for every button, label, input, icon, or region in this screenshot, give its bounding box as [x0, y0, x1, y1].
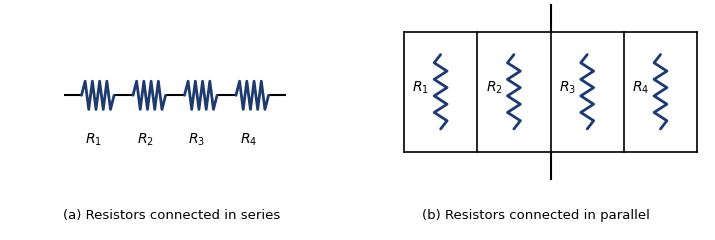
Text: $R_1$: $R_1$ [85, 132, 102, 148]
Text: (b) Resistors connected in parallel: (b) Resistors connected in parallel [423, 209, 650, 222]
Text: $R_3$: $R_3$ [188, 132, 205, 148]
Text: (a) Resistors connected in series: (a) Resistors connected in series [63, 209, 280, 222]
Text: $R_2$: $R_2$ [485, 80, 503, 96]
Text: $R_3$: $R_3$ [558, 80, 576, 96]
Text: $R_4$: $R_4$ [240, 132, 257, 148]
Text: $R_2$: $R_2$ [137, 132, 154, 148]
Text: $R_4$: $R_4$ [632, 80, 649, 96]
Text: $R_1$: $R_1$ [413, 80, 429, 96]
